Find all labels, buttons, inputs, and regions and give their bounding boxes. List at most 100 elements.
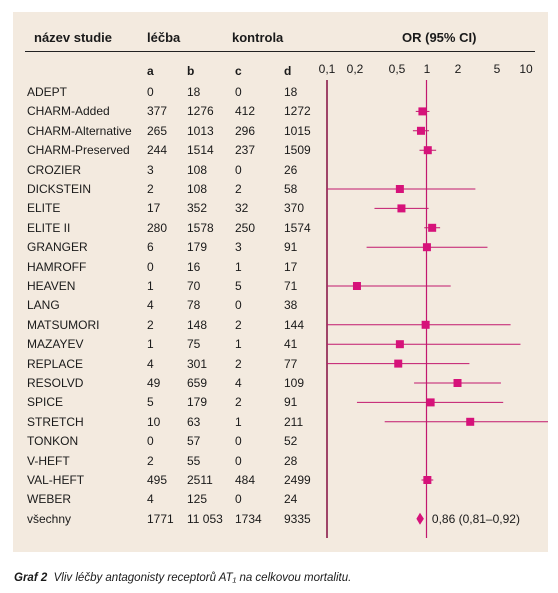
study-name: CHARM-Preserved [27, 143, 130, 158]
cell-c: 484 [235, 473, 256, 487]
study-name: TONKON [27, 434, 79, 449]
caption-label: Graf 2 [14, 572, 48, 584]
header-rule [25, 51, 535, 52]
cell-a: 265 [147, 123, 168, 138]
or-marker [394, 359, 403, 368]
cell-b: 108 [187, 182, 208, 196]
cell-c: 1 [235, 337, 242, 352]
study-name: LANG [27, 298, 60, 313]
cell-a: 2 [147, 453, 154, 468]
or-marker [426, 398, 435, 407]
cell-d: 9335 [284, 511, 311, 526]
study-name: DICKSTEIN [27, 182, 92, 196]
or-marker [395, 185, 404, 193]
cell-c: 0 [235, 453, 242, 468]
study-name: ELITE II [27, 220, 71, 235]
study-name: REPLACE [27, 356, 84, 371]
cell-b: 179 [187, 240, 208, 255]
cell-d: 58 [284, 182, 298, 196]
study-name: V-HEFT [27, 453, 70, 468]
study-name: ADEPT [27, 85, 68, 99]
cell-d: 370 [284, 201, 305, 216]
cell-a: 5 [147, 395, 154, 410]
or-marker [397, 204, 406, 213]
cell-b: 55 [187, 453, 201, 468]
cell-c: 0 [235, 492, 242, 507]
cell-d: 1015 [284, 123, 311, 138]
cell-b: 18 [187, 85, 201, 99]
header-study: název studie [34, 30, 113, 45]
cell-a: 244 [147, 143, 168, 158]
cell-a: 2 [147, 182, 154, 196]
or-marker [453, 379, 462, 387]
cell-b: 16 [187, 259, 201, 274]
cell-d: 1509 [284, 143, 311, 158]
cell-a: 280 [147, 220, 168, 235]
cell-a: 1 [147, 337, 154, 352]
cell-d: 41 [284, 337, 298, 352]
study-name: RESOLVD [27, 376, 84, 390]
cell-c: 5 [235, 279, 242, 293]
or-marker [352, 282, 361, 290]
cell-d: 18 [284, 85, 298, 99]
cell-d: 91 [284, 395, 298, 410]
subheader-b: b [187, 64, 195, 78]
cell-c: 1734 [235, 511, 262, 526]
cell-b: 70 [187, 279, 201, 293]
axis-tick-label: 2 [454, 62, 462, 76]
cell-a: 10 [147, 414, 161, 429]
study-name: CROZIER [27, 162, 81, 177]
study-name: ELITE [27, 201, 61, 216]
cell-c: 0 [235, 85, 242, 99]
study-name: SPICE [27, 395, 64, 410]
cell-d: 91 [284, 240, 298, 255]
study-name: WEBER [27, 492, 72, 507]
cell-a: 495 [147, 473, 168, 487]
or-marker [423, 476, 432, 484]
study-name: CHARM-Alternative [27, 123, 132, 138]
study-name: CHARM-Added [27, 104, 110, 119]
pooled-label: 0,86 (0,81–0,92) [432, 512, 520, 526]
cell-a: 4 [147, 356, 154, 371]
axis-tick-label: 0,1 [318, 62, 336, 76]
cell-c: 0 [235, 434, 242, 449]
cell-b: 148 [187, 317, 208, 332]
cell-a: 4 [147, 492, 154, 507]
or-marker [428, 223, 437, 232]
cell-c: 237 [235, 143, 256, 158]
cell-c: 1 [235, 414, 242, 429]
axis-tick-label: 1 [423, 62, 431, 76]
cell-a: 49 [147, 376, 161, 390]
cell-c: 2 [235, 317, 242, 332]
or-marker [423, 146, 432, 155]
cell-b: 125 [187, 492, 208, 507]
cell-b: 1514 [187, 143, 214, 158]
cell-c: 1 [235, 259, 242, 274]
cell-d: 28 [284, 453, 298, 468]
header-control: kontrola [232, 30, 284, 45]
or-marker [418, 107, 427, 116]
axis-tick-label: 0,5 [388, 62, 406, 76]
chart-panel [13, 12, 548, 552]
or-marker [422, 243, 431, 252]
cell-c: 250 [235, 220, 256, 235]
cell-b: 2511 [187, 473, 213, 487]
header-or: OR (95% CI) [402, 30, 477, 45]
subheader-a: a [147, 64, 154, 78]
cell-d: 71 [284, 279, 298, 293]
cell-c: 32 [235, 201, 249, 216]
cell-d: 2499 [284, 473, 311, 487]
cell-c: 3 [235, 240, 242, 255]
cell-a: 377 [147, 104, 168, 119]
cell-d: 77 [284, 356, 298, 371]
cell-b: 11 053 [187, 511, 223, 526]
cell-c: 2 [235, 356, 242, 371]
header-treatment: léčba [147, 30, 181, 45]
study-name: všechny [27, 511, 72, 526]
pooled-diamond [416, 512, 424, 525]
cell-d: 144 [284, 317, 305, 332]
cell-a: 3 [147, 162, 154, 177]
cell-c: 2 [235, 395, 242, 410]
cell-b: 352 [187, 201, 208, 216]
cell-d: 1574 [284, 220, 311, 235]
